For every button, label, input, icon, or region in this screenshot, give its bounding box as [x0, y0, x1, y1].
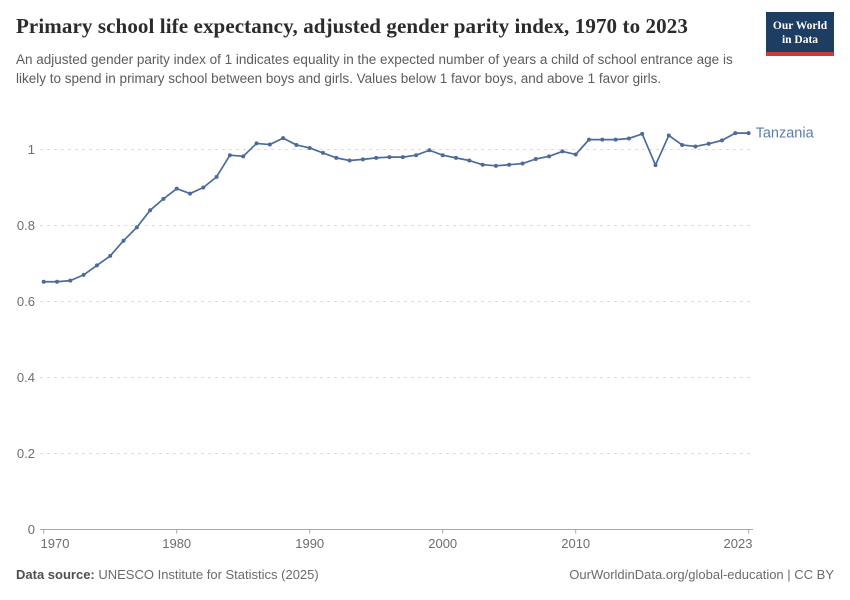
data-point	[254, 141, 259, 146]
y-tick-label: 0.6	[17, 294, 35, 309]
data-point	[480, 162, 485, 167]
data-point	[467, 158, 472, 163]
data-point	[640, 131, 645, 136]
data-source-text: UNESCO Institute for Statistics (2025)	[94, 567, 319, 582]
x-tick-label: 1990	[295, 536, 324, 551]
data-point	[108, 253, 113, 258]
data-point	[294, 142, 299, 147]
x-tick-label: 1970	[41, 536, 70, 551]
data-point	[507, 162, 512, 167]
y-tick-label: 0.8	[17, 218, 35, 233]
y-tick-label: 0.4	[17, 370, 35, 385]
chart-footer: Data source: UNESCO Institute for Statis…	[16, 567, 834, 583]
data-source: Data source: UNESCO Institute for Statis…	[16, 567, 319, 583]
data-point	[201, 185, 206, 190]
data-point	[600, 137, 605, 142]
data-point	[533, 157, 538, 161]
data-point	[41, 279, 46, 284]
data-point	[81, 272, 86, 277]
data-point	[400, 155, 405, 160]
data-point	[653, 163, 658, 168]
y-tick-label: 0.2	[17, 446, 35, 461]
data-point	[188, 191, 192, 196]
data-point	[414, 153, 419, 158]
page-title: Primary school life expectancy, adjusted…	[16, 14, 688, 38]
data-point	[706, 141, 711, 146]
data-point	[547, 154, 552, 159]
data-point	[321, 150, 325, 155]
data-point	[121, 238, 126, 243]
data-point	[427, 148, 432, 153]
data-point	[134, 225, 139, 230]
data-point	[746, 131, 751, 136]
data-point	[733, 131, 738, 136]
data-point	[55, 279, 59, 284]
data-point	[68, 278, 73, 283]
x-tick-label: 1980	[162, 536, 191, 551]
data-source-label: Data source:	[16, 567, 95, 582]
data-point	[161, 196, 166, 201]
data-point	[281, 136, 286, 141]
data-point	[454, 155, 458, 160]
y-tick-label: 1	[28, 142, 35, 157]
data-point	[520, 161, 525, 166]
data-point	[347, 158, 352, 163]
owid-logo: Our World in Data	[766, 12, 834, 56]
data-point	[587, 137, 591, 142]
data-point	[613, 137, 618, 142]
entity-label-tanzania[interactable]: Tanzania	[756, 126, 815, 142]
tanzania-line[interactable]	[42, 132, 750, 283]
data-point	[626, 136, 631, 141]
data-point	[440, 153, 445, 158]
data-point	[174, 186, 179, 191]
data-point	[573, 152, 578, 157]
data-point	[334, 155, 339, 160]
data-point	[360, 157, 365, 162]
x-tick-label: 2023	[724, 536, 753, 551]
data-point	[374, 155, 379, 160]
chart-header: Primary school life expectancy, adjusted…	[16, 12, 834, 89]
data-point	[241, 154, 246, 159]
data-point	[148, 208, 153, 213]
owid-logo-line2: in Data	[781, 34, 819, 47]
y-tick-label: 0	[28, 522, 35, 537]
data-point	[307, 145, 312, 150]
data-point	[94, 263, 99, 268]
chart-titles: Primary school life expectancy, adjusted…	[16, 12, 756, 89]
data-point	[560, 149, 565, 154]
data-point	[493, 163, 498, 168]
data-point	[227, 153, 232, 158]
data-point	[680, 142, 685, 147]
owid-logo-line1: Our World	[772, 20, 828, 32]
data-point	[214, 174, 219, 179]
data-point	[267, 142, 272, 147]
data-point	[666, 133, 671, 138]
chart-subtitle: An adjusted gender parity index of 1 ind…	[16, 51, 733, 86]
data-point	[720, 138, 724, 143]
x-tick-label: 2000	[428, 536, 457, 551]
x-tick-label: 2010	[561, 536, 590, 551]
attribution-link[interactable]: OurWorldinData.org/global-education | CC…	[569, 567, 834, 582]
data-point	[693, 144, 698, 149]
line-chart[interactable]: 0 0.2 0.4 0.6 0.8 1 1970 1980 1990 2000 2010 2023 Ta…	[0, 112, 850, 564]
plot-svg: 0 0.2 0.4 0.6 0.8 1 1970 1980 1990 2000 2010 2023 Ta…	[17, 126, 815, 551]
data-point	[387, 155, 392, 160]
